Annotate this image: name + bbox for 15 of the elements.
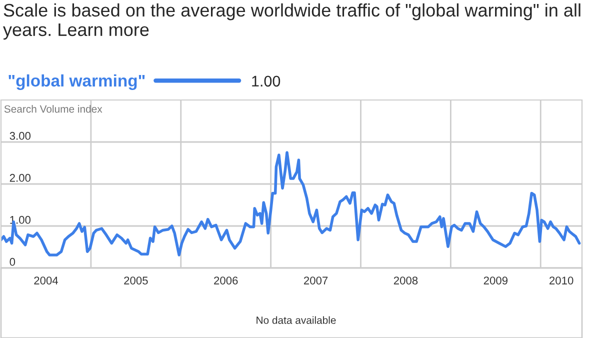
x-tick-label: 2008	[394, 276, 418, 284]
text: No data available	[256, 316, 336, 324]
y-tick-label: 3.00	[10, 132, 31, 140]
x-tick-label: 2009	[484, 276, 508, 284]
chart-title: Scale is based on the average worldwide traffic of "global warming" in all years. Learn more	[3, 3, 580, 40]
text: 1.00	[252, 76, 280, 87]
x-tick-label: 2005	[124, 276, 148, 284]
y-axis-title: Search Volume index	[4, 105, 102, 113]
y-tick-label: 0	[10, 258, 16, 266]
x-tick-label: 2007	[304, 276, 328, 284]
y-tick-label: 2.00	[10, 174, 31, 182]
text: "global warming"	[8, 74, 145, 90]
x-tick-label: 2004	[34, 276, 58, 284]
x-tick-label: 2006	[214, 276, 238, 284]
x-tick-label: 2010	[550, 276, 574, 284]
